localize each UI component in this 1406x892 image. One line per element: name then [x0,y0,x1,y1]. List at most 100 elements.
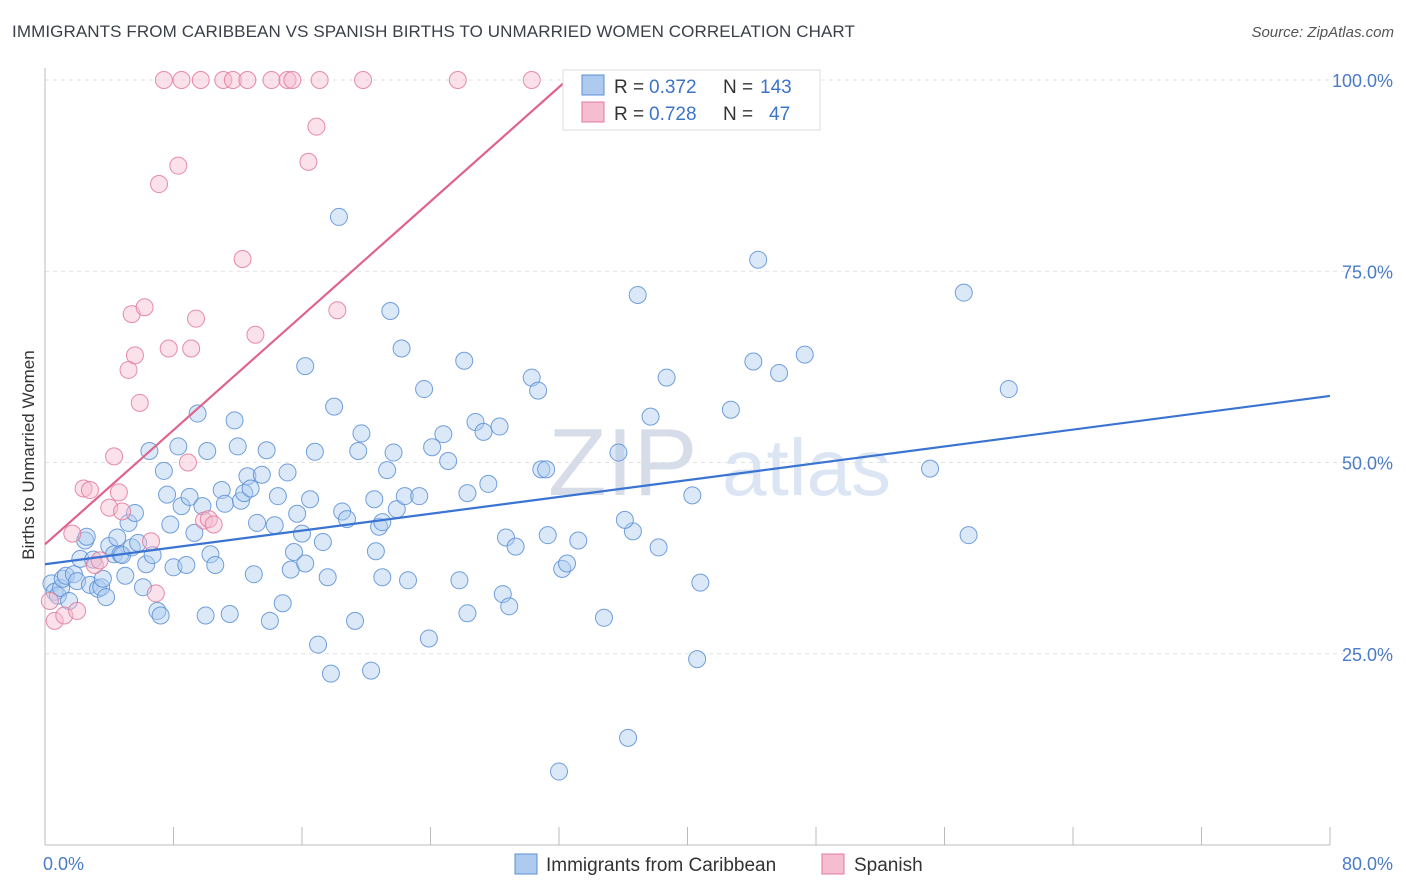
caribbean-point [609,443,628,462]
caribbean-point [550,762,568,781]
y-tick-label: 50.0% [1342,454,1393,474]
spanish-point [40,591,59,610]
caribbean-point [108,528,127,547]
caribbean-point [496,528,515,547]
spanish-point [283,71,302,89]
caribbean-point [288,504,307,523]
stats-r-value-spanish: 0.728 [649,104,697,125]
spanish-point [178,453,197,472]
tick-labels: 25.0% 50.0% 75.0% 100.0% 0.0% 80.0% [43,71,1393,874]
caribbean-point [301,490,320,509]
watermark-atlas: atlas [722,423,891,512]
caribbean-point [309,635,328,654]
caribbean-point [188,404,207,423]
caribbean-point [244,565,263,584]
caribbean-point [77,527,96,546]
caribbean-point [419,629,438,648]
caribbean-point [278,463,297,482]
caribbean-point [225,411,244,430]
spanish-point [135,298,154,317]
caribbean-point [325,397,344,416]
caribbean-point [450,571,469,590]
spanish-point [238,71,257,89]
caribbean-point [169,437,188,456]
caribbean-point [97,588,116,607]
caribbean-point [959,526,978,545]
caribbean-point [538,526,557,545]
spanish-point [307,117,326,136]
caribbean-point [265,516,284,535]
caribbean-point [93,569,112,588]
caribbean-point [196,606,215,625]
spanish-point [130,393,149,412]
caribbean-point [53,569,72,588]
caribbean-point [257,441,276,460]
caribbean-point [158,485,177,504]
caribbean-point [373,513,392,532]
caribbean-point [749,250,768,269]
spanish-point [172,71,191,89]
caribbean-point [744,352,763,371]
caribbean-point [212,481,231,500]
caribbean-point [458,604,477,623]
caribbean-point [615,510,634,529]
spanish-point [278,71,297,89]
caribbean-point [161,515,180,534]
spanish-point [182,339,201,358]
caribbean-point [293,524,311,543]
caribbean-point [522,368,541,387]
caribbean-point [688,650,707,669]
caribbean-point [248,513,267,532]
y-tick-label: 100.0% [1332,71,1393,91]
caribbean-point [215,494,234,513]
series-spanish-points [40,71,541,630]
caribbean-point [154,461,173,480]
caribbean-point [795,345,814,364]
spanish-point [63,524,82,543]
stats-n-label-caribbean: N = [723,77,753,98]
caribbean-point [252,465,271,484]
spanish-point [204,515,223,534]
spanish-point [246,325,265,344]
caribbean-point [474,422,493,441]
caribbean-point [296,357,315,376]
stats-swatch-caribbean [581,74,605,96]
spanish-point [223,71,242,89]
caribbean-point [683,486,702,505]
spanish-point [109,483,128,502]
caribbean-point [921,459,940,478]
caribbean-point [206,556,225,575]
spanish-point [159,339,178,358]
caribbean-point [395,487,414,506]
caribbean-point [362,661,381,680]
spanish-point [199,510,218,529]
stats-r-label-spanish: R = [614,104,644,125]
watermark-zip: ZIP [548,409,697,516]
caribbean-point [641,407,660,426]
caribbean-point [373,568,392,587]
stats-r-label-caribbean: R = [614,77,644,98]
caribbean-point [318,568,337,587]
caribbean-point [423,438,442,457]
caribbean-point [321,664,340,683]
spanish-point [154,71,173,89]
caribbean-point [455,351,474,370]
caribbean-point [594,608,613,627]
spanish-point [90,551,109,570]
caribbean-point [458,484,477,503]
spanish-point [113,502,132,521]
source-label: Source: ZipAtlas.com [1251,24,1394,41]
caribbean-point [529,381,548,400]
caribbean-point [296,554,315,573]
spanish-point [186,309,205,328]
caribbean-point [770,363,789,382]
caribbean-point [954,283,973,302]
stats-n-label-spanish: N = [723,104,753,125]
caribbean-point [558,554,577,573]
spanish-point [191,71,210,89]
caribbean-point [366,542,385,561]
caribbean-point [198,442,217,461]
stats-n-value-caribbean: 143 [760,77,792,98]
caribbean-point [691,573,710,592]
caribbean-point [241,479,260,498]
